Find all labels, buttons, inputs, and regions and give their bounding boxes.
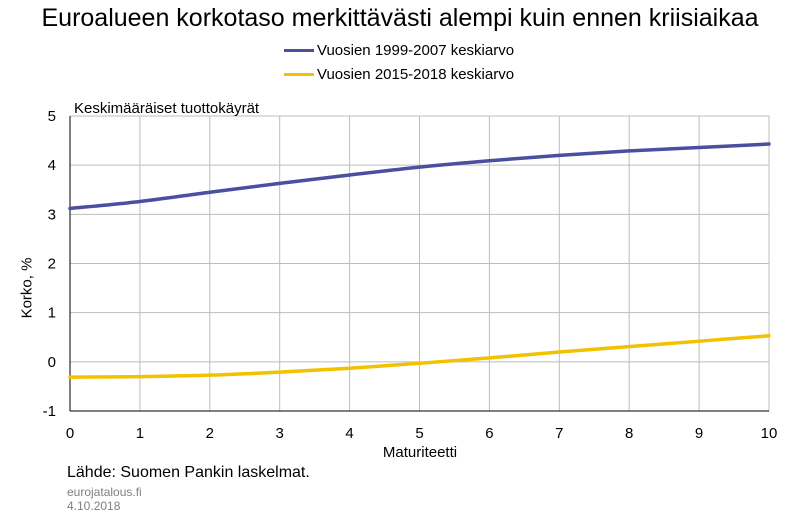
y-axis-label: Korko, % bbox=[18, 257, 36, 319]
series-line-1 bbox=[68, 334, 771, 379]
chart-subtitle: Keskimääräiset tuottokäyrät bbox=[74, 100, 260, 117]
legend-swatch-1999-2007 bbox=[284, 49, 314, 52]
x-tick-label: 2 bbox=[206, 425, 214, 442]
y-tick-label: 1 bbox=[48, 305, 56, 322]
series-lines bbox=[68, 142, 771, 379]
series-line-0 bbox=[68, 142, 771, 211]
legend-label-1999-2007: Vuosien 1999-2007 keskiarvo bbox=[317, 42, 515, 59]
x-tick-label: 0 bbox=[66, 425, 74, 442]
legend-item-1999-2007: Vuosien 1999-2007 keskiarvo bbox=[284, 42, 514, 59]
y-tick-label: 3 bbox=[48, 206, 56, 223]
publish-date: 4.10.2018 bbox=[67, 499, 121, 513]
x-tick-label: 3 bbox=[276, 425, 284, 442]
y-tick-label: 4 bbox=[48, 157, 56, 174]
y-tick-labels: 5 4 3 2 1 0 -1 bbox=[43, 108, 56, 420]
x-tick-labels: 0 1 2 3 4 5 6 7 8 9 10 bbox=[66, 425, 778, 442]
grid-lines bbox=[69, 115, 770, 412]
axes bbox=[69, 116, 769, 412]
x-tick-label: 7 bbox=[555, 425, 563, 442]
x-tick-label: 6 bbox=[485, 425, 493, 442]
x-tick-label: 8 bbox=[625, 425, 633, 442]
y-tick-label: 5 bbox=[48, 108, 56, 125]
legend-swatch-2015-2018 bbox=[284, 73, 314, 76]
legend-label-2015-2018: Vuosien 2015-2018 keskiarvo bbox=[317, 66, 515, 83]
x-tick-label: 4 bbox=[345, 425, 353, 442]
chart-title: Euroalueen korkotaso merkittävästi alemp… bbox=[41, 4, 759, 32]
publisher-label: eurojatalous.fi bbox=[67, 485, 142, 499]
y-tick-label: 2 bbox=[48, 256, 56, 273]
x-tick-label: 1 bbox=[136, 425, 144, 442]
y-tick-label: -1 bbox=[43, 403, 56, 420]
x-axis-label: Maturiteetti bbox=[382, 444, 458, 461]
source-note: Lähde: Suomen Pankin laskelmat. bbox=[67, 464, 310, 481]
x-tick-label: 5 bbox=[415, 425, 423, 442]
y-tick-label: 0 bbox=[48, 354, 56, 371]
x-tick-label: 10 bbox=[761, 425, 778, 442]
x-tick-label: 9 bbox=[695, 425, 703, 442]
legend-item-2015-2018: Vuosien 2015-2018 keskiarvo bbox=[284, 66, 514, 83]
